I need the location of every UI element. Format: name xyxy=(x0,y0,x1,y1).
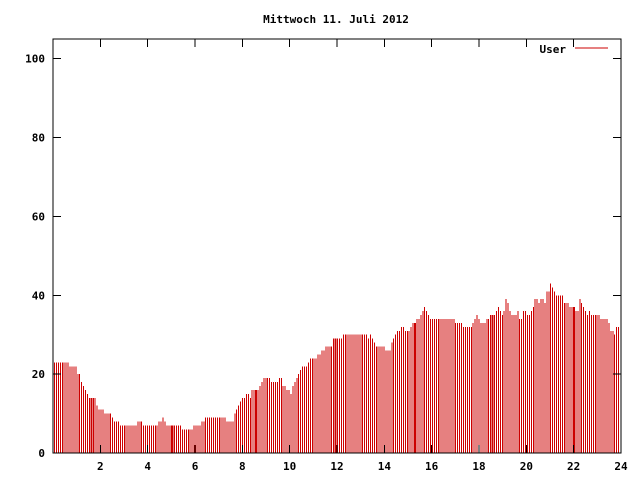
legend-label-user: User xyxy=(540,43,567,56)
x-tick-label: 8 xyxy=(239,460,246,473)
chart-title: Mittwoch 11. Juli 2012 xyxy=(263,13,409,26)
y-tick-label: 60 xyxy=(32,210,45,223)
y-tick-label: 100 xyxy=(25,53,45,66)
x-tick-label: 6 xyxy=(192,460,199,473)
x-tick-label: 24 xyxy=(614,460,628,473)
x-tick-label: 14 xyxy=(378,460,392,473)
x-tick-label: 2 xyxy=(97,460,104,473)
y-tick-label: 80 xyxy=(32,132,45,145)
x-tick-label: 22 xyxy=(567,460,580,473)
y-tick-label: 0 xyxy=(38,447,45,460)
y-tick-label: 40 xyxy=(32,289,45,302)
x-tick-label: 20 xyxy=(520,460,533,473)
x-tick-label: 18 xyxy=(472,460,485,473)
bar-series-user xyxy=(54,283,620,453)
x-tick-label: 10 xyxy=(283,460,296,473)
x-tick-label: 16 xyxy=(425,460,439,473)
x-tick-label: 4 xyxy=(144,460,151,473)
legend: User xyxy=(540,43,608,56)
y-tick-label: 20 xyxy=(32,368,45,381)
x-tick-label: 12 xyxy=(330,460,343,473)
